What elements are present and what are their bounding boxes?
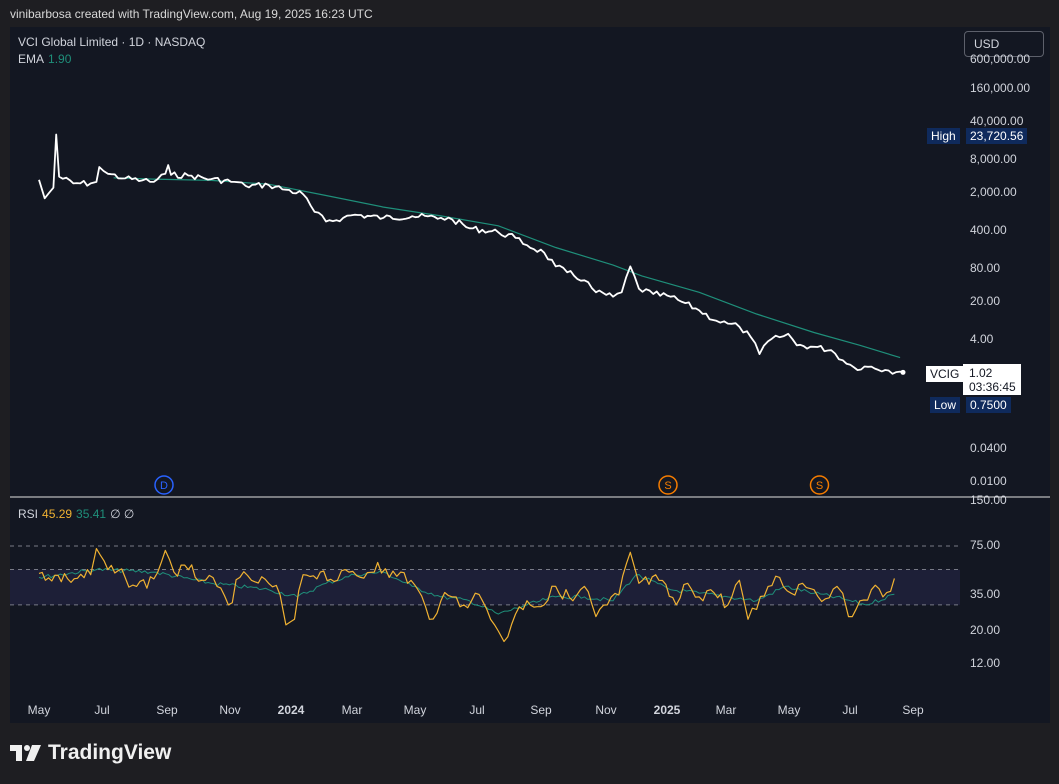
- price-axis-tick: 80.00: [970, 261, 1001, 276]
- time-axis-tick: Nov: [219, 703, 241, 717]
- chart-frame: [10, 27, 1050, 723]
- time-axis-tick: 2024: [277, 703, 305, 717]
- rsi-axis-tick: 75.00: [970, 538, 1001, 552]
- rsi-extra-values: ∅ ∅: [110, 507, 135, 521]
- tradingview-wordmark: TradingView: [48, 741, 172, 764]
- time-axis-tick: 2025: [653, 703, 681, 717]
- symbol-tag: VCIG: [926, 366, 964, 382]
- time-axis-tick: May: [403, 703, 427, 717]
- low-value-tag: 0.7500: [966, 397, 1011, 413]
- price-axis-tick: 0.0400: [970, 440, 1007, 455]
- price-axis-tick: 400.00: [970, 223, 1007, 238]
- rsi-axis-tick: 35.00: [970, 587, 1001, 601]
- event-marker-label-0: D: [160, 480, 168, 492]
- last-price-box: 1.02 03:36:45: [963, 364, 1021, 395]
- ema-legend[interactable]: EMA 1.90: [18, 52, 71, 66]
- time-axis-tick: Nov: [595, 703, 617, 717]
- tradingview-logo[interactable]: TradingView: [10, 741, 171, 765]
- time-axis-tick: Mar: [341, 703, 363, 717]
- time-axis-tick: May: [777, 703, 801, 717]
- rsi-band-group: [10, 545, 960, 606]
- series-group: [38, 133, 906, 643]
- event-marker-0: [154, 475, 174, 495]
- rsi-ma-value: 35.41: [76, 507, 107, 521]
- rsi-axis-tick: 150.00: [970, 493, 1007, 507]
- rsi-ma-line: [38, 567, 895, 615]
- time-axis-tick: Sep: [156, 703, 178, 717]
- rsi-axis-tick: 20.00: [970, 623, 1001, 637]
- rsi-band-fill: [10, 569, 960, 605]
- event-marker-label-2: S: [816, 480, 823, 492]
- event-marker-label-1: S: [664, 480, 671, 492]
- event-marker-1: [658, 475, 678, 495]
- rsi-value: 45.29: [42, 507, 73, 521]
- chart-attribution: vinibarbosa created with TradingView.com…: [10, 7, 373, 21]
- time-axis-tick: Jul: [842, 703, 858, 717]
- last-price: 1.02: [969, 366, 993, 380]
- ema-label: EMA: [18, 52, 45, 66]
- ema-line: [113, 177, 901, 359]
- price-axis-tick: 40,000.00: [970, 114, 1024, 129]
- last-price-dot: [900, 369, 906, 375]
- price-axis-tick: 0.0100: [970, 473, 1007, 488]
- time-axis-tick: Jul: [94, 703, 110, 717]
- tradingview-logo-icon: [10, 745, 41, 761]
- price-axis-tick: 20.00: [970, 293, 1001, 308]
- price-axis-tick: 160,000.00: [970, 81, 1031, 96]
- price-axis-tick: 600,000.00: [970, 52, 1031, 66]
- rsi-line: [38, 548, 895, 643]
- price-axis-tick: 2,000.00: [970, 185, 1017, 199]
- time-axis-tick: Sep: [530, 703, 552, 717]
- time-axis-tick: Jul: [469, 703, 485, 717]
- bar-countdown: 03:36:45: [969, 380, 1016, 394]
- time-axis-tick: Mar: [715, 703, 737, 717]
- time-axis-tick: Sep: [902, 703, 924, 717]
- price-axis-tick: 4.00: [970, 332, 994, 346]
- event-marker-2: [809, 475, 830, 495]
- high-value-tag: 23,720.56: [966, 128, 1028, 144]
- price-line: [38, 133, 904, 375]
- time-axis-tick: May: [27, 703, 51, 717]
- rsi-axis-tick: 12.00: [970, 655, 1001, 670]
- price-axis-tick: 8,000.00: [970, 152, 1017, 167]
- currency-button[interactable]: USD: [964, 31, 1044, 57]
- rsi-legend[interactable]: RSI 45.29 35.41 ∅ ∅: [18, 507, 134, 521]
- symbol-legend[interactable]: VCI Global Limited · 1D · NASDAQ: [18, 35, 206, 49]
- high-label-tag: High: [927, 128, 960, 144]
- ema-value: 1.90: [48, 52, 72, 66]
- low-label-tag: Low: [930, 397, 961, 413]
- rsi-label: RSI: [18, 507, 39, 521]
